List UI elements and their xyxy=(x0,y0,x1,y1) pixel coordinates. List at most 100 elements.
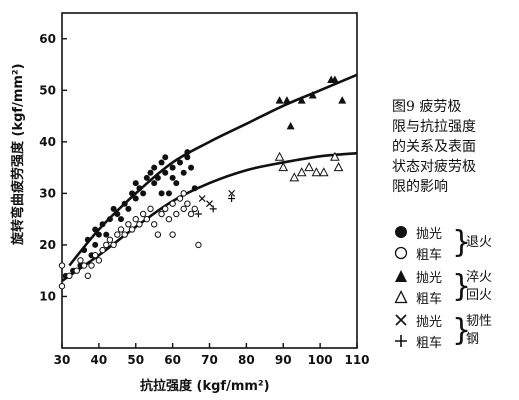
point-filled-triangle xyxy=(297,96,306,104)
legend-entry-label: 抛光 xyxy=(416,315,443,330)
y-tick-label: 20 xyxy=(39,238,56,252)
point-open-triangle xyxy=(330,151,340,161)
brace-icon: } xyxy=(452,313,472,348)
point-open-circle xyxy=(150,221,158,228)
point-open-circle xyxy=(121,231,128,238)
point-open-triangle xyxy=(304,162,314,172)
legend-entry: 粗车 xyxy=(392,243,452,264)
point-filled-circle xyxy=(132,180,139,187)
x-tick-label: 70 xyxy=(201,353,218,367)
point-open-circle xyxy=(176,195,184,202)
point-open-circle xyxy=(195,241,202,249)
point-open-circle xyxy=(58,282,66,290)
x-tick-label: 60 xyxy=(164,353,181,367)
point-filled-circle xyxy=(165,190,172,197)
point-filled-circle xyxy=(173,180,180,187)
point-open-circle xyxy=(158,210,165,218)
point-open-circle xyxy=(154,231,162,238)
point-open-circle xyxy=(165,215,173,223)
legend-category-label: 韧性 xyxy=(466,314,493,329)
point-filled-circle xyxy=(169,174,176,181)
point-filled-circle xyxy=(169,164,176,171)
point-open-circle xyxy=(187,210,195,218)
caption-line: 的关系及表面 xyxy=(392,139,476,155)
point-x xyxy=(228,189,236,197)
point-filled-circle xyxy=(158,159,165,166)
legend-category-label: 钢 xyxy=(466,332,480,347)
point-filled-circle xyxy=(92,241,99,248)
point-filled-circle xyxy=(184,154,191,161)
point-filled-circle xyxy=(99,221,106,228)
point-open-circle xyxy=(77,257,84,264)
point-filled-circle xyxy=(136,185,143,192)
point-open-circle xyxy=(80,262,88,269)
point-filled-triangle xyxy=(338,96,347,104)
y-axis-label: 旋转弯曲疲劳强度 (kgf/mm²) xyxy=(10,63,26,246)
point-filled-circle xyxy=(114,211,121,217)
legend-category: 淬火 回火 xyxy=(466,269,492,305)
x-tick-label: 80 xyxy=(238,353,255,367)
legend-entry-label: 抛光 xyxy=(416,227,443,242)
point-filled-circle xyxy=(177,159,183,166)
point-filled-circle xyxy=(158,190,165,197)
plus-icon xyxy=(392,334,410,350)
open-circle-icon xyxy=(392,246,410,262)
point-x xyxy=(206,200,213,208)
point-filled-triangle xyxy=(330,75,339,83)
x-tick-label: 40 xyxy=(91,353,108,367)
legend-entry: 抛光 xyxy=(392,222,452,243)
point-filled-circle xyxy=(151,180,158,187)
point-open-circle xyxy=(99,246,106,254)
point-open-circle xyxy=(169,231,176,238)
fit-curve-upper xyxy=(68,73,358,267)
legend-entry: 抛光 xyxy=(392,310,452,331)
legend-category-label: 退火 xyxy=(466,235,493,250)
caption-line: 状态对疲劳极 xyxy=(392,159,476,175)
point-filled-circle xyxy=(106,216,113,223)
point-filled-circle xyxy=(162,169,169,176)
plot-frame xyxy=(61,12,358,349)
legend-entry-label: 粗车 xyxy=(416,292,443,307)
point-open-circle xyxy=(128,226,136,233)
legend-entry-label: 抛光 xyxy=(416,271,443,286)
point-open-circle xyxy=(191,205,198,213)
point-filled-circle xyxy=(140,190,147,197)
point-open-circle xyxy=(66,272,73,280)
point-open-triangle xyxy=(274,151,285,161)
y-tick-label: 40 xyxy=(39,135,56,149)
filled-circle-icon xyxy=(392,225,410,241)
point-open-circle xyxy=(184,200,191,207)
x-axis-label: 抗拉强度 (kgf/mm²) xyxy=(140,378,270,394)
point-filled-circle xyxy=(121,200,128,207)
legend-group: 抛光 粗车} 韧性钢 xyxy=(392,310,519,352)
point-open-circle xyxy=(103,241,110,249)
point-filled-circle xyxy=(162,154,169,161)
legend-group: 抛光粗车} 淬火 回火 xyxy=(392,266,519,308)
x-tick-label: 30 xyxy=(54,353,71,367)
point-open-circle xyxy=(169,200,176,207)
y-tick-label: 50 xyxy=(39,83,56,97)
point-open-circle xyxy=(180,205,187,213)
legend: 抛光 粗车} 退火 抛光 粗车} 淬火 回火 抛光 粗车} 韧性钢 xyxy=(392,222,519,354)
point-filled-triangle xyxy=(275,96,284,104)
legend-group: 抛光 粗车} 退火 xyxy=(392,222,519,264)
point-filled-circle xyxy=(129,190,136,197)
point-open-circle xyxy=(114,231,121,238)
point-plus xyxy=(194,210,202,218)
point-open-circle xyxy=(95,257,103,264)
point-open-circle xyxy=(180,190,187,197)
brace-icon: } xyxy=(452,269,472,304)
fit-curve-lower xyxy=(61,151,358,283)
point-open-triangle xyxy=(333,162,344,172)
caption-line: 限与抗拉强度 xyxy=(392,119,476,135)
point-filled-circle xyxy=(95,231,102,238)
x-tick-label: 110 xyxy=(344,353,369,367)
y-tick-label: 60 xyxy=(39,32,56,46)
point-open-triangle xyxy=(318,167,329,177)
legend-entry: 抛光 xyxy=(392,266,452,287)
point-x xyxy=(198,195,206,202)
caption-line: 限的影响 xyxy=(392,179,448,195)
point-filled-circle xyxy=(132,195,139,202)
point-open-circle xyxy=(125,221,132,228)
point-open-triangle xyxy=(311,167,322,177)
